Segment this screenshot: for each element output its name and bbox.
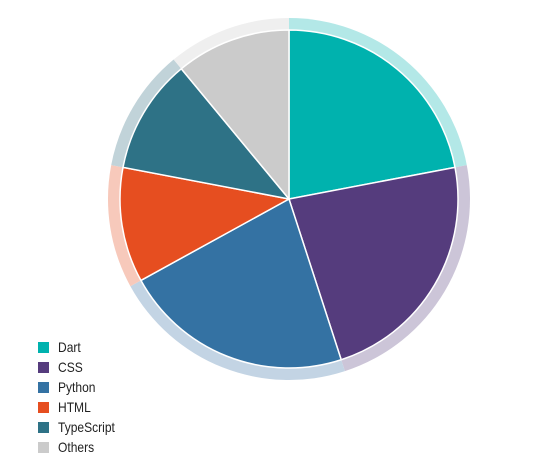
legend-swatch <box>38 381 49 393</box>
legend-swatch <box>38 341 49 353</box>
legend-item-css[interactable]: CSS <box>38 357 124 377</box>
legend-swatch <box>38 361 49 373</box>
legend-swatch <box>38 401 49 413</box>
pie-slices <box>119 29 459 369</box>
legend-item-dart[interactable]: Dart <box>38 337 124 357</box>
pie-slice-python[interactable] <box>140 198 342 369</box>
legend-label: Others <box>58 439 95 455</box>
legend-label: HTML <box>58 399 91 415</box>
legend-item-typescript[interactable]: TypeScript <box>38 417 124 437</box>
legend-label: TypeScript <box>58 419 115 435</box>
legend-label: Python <box>58 379 96 395</box>
legend-label: CSS <box>58 359 83 375</box>
legend-swatch <box>38 421 49 433</box>
pie-slice-html[interactable] <box>119 166 290 282</box>
pie-slice-typescript[interactable] <box>122 68 290 200</box>
legend-label: Dart <box>58 339 81 355</box>
pie-slice-css[interactable] <box>288 166 459 361</box>
legend-swatch <box>38 441 49 453</box>
legend-item-others[interactable]: Others <box>38 437 124 457</box>
pie-slice-dart[interactable] <box>288 29 456 200</box>
chart-legend: Dart CSS Python HTML TypeScript Others <box>38 337 124 457</box>
legend-item-python[interactable]: Python <box>38 377 124 397</box>
pie-slice-others[interactable] <box>180 29 290 200</box>
legend-item-html[interactable]: HTML <box>38 397 124 417</box>
